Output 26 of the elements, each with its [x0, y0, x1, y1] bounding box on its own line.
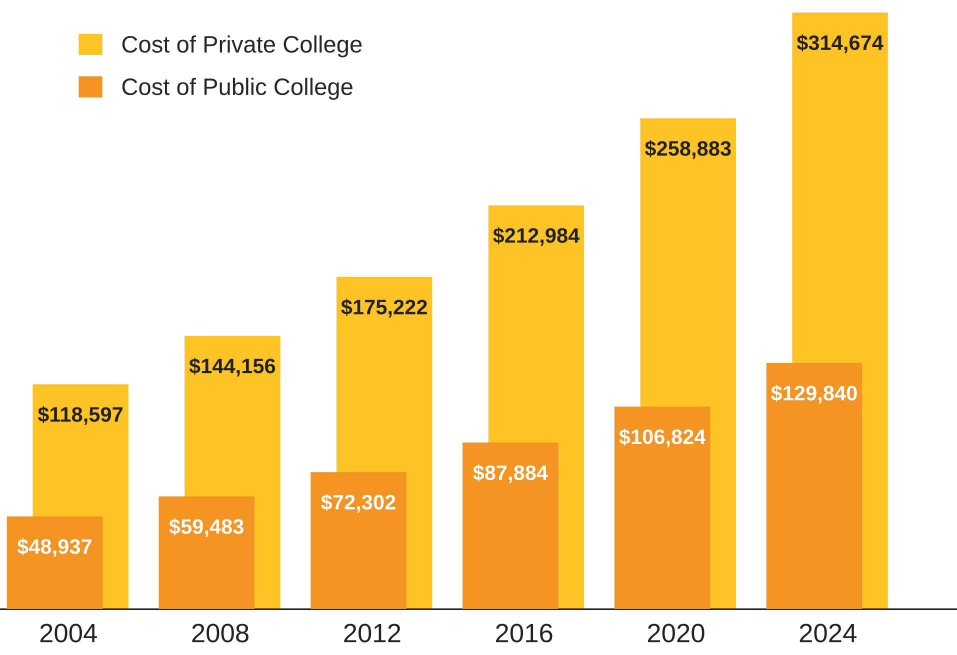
data-label: $258,883: [644, 140, 731, 159]
data-label: $87,884: [473, 464, 548, 484]
data-label: $72,302: [321, 494, 396, 513]
bar: [766, 362, 862, 610]
data-label: $59,483: [169, 518, 244, 537]
legend-label: Cost of Public College: [122, 78, 352, 100]
data-label: $118,597: [38, 406, 122, 425]
data-label: $175,222: [341, 298, 427, 318]
x-tick-label: 2012: [344, 624, 400, 642]
data-label: $106,824: [619, 428, 706, 448]
bar: [158, 496, 254, 610]
bar: [310, 472, 406, 610]
bar: [614, 406, 710, 610]
legend-label: Cost of Private College: [122, 35, 362, 58]
data-label: $212,984: [493, 227, 580, 246]
data-label: $314,674: [796, 34, 884, 54]
x-tick-label: 2004: [40, 624, 97, 642]
bar: [6, 516, 103, 610]
x-tick-label: 2020: [648, 624, 704, 642]
x-tick-label: 2024: [800, 624, 856, 642]
x-tick-label: 2016: [496, 624, 552, 642]
bar: [462, 442, 558, 610]
data-label: $144,156: [189, 358, 276, 376]
data-label: $48,937: [17, 538, 92, 557]
x-tick-label: 2008: [192, 624, 248, 642]
data-label: $129,840: [771, 384, 857, 404]
